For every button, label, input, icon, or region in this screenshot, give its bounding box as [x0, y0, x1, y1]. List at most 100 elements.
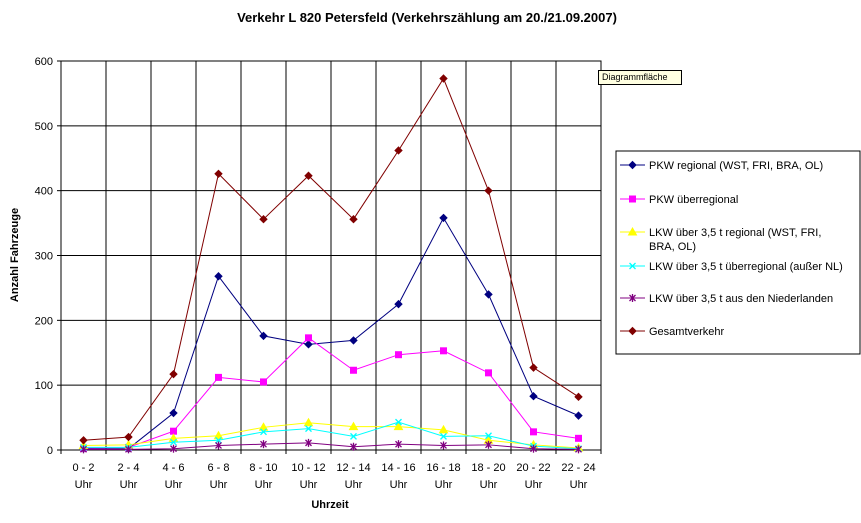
data-point[interactable]: [484, 290, 493, 299]
data-point[interactable]: [484, 186, 493, 195]
data-point[interactable]: [395, 351, 402, 359]
data-point[interactable]: [260, 428, 267, 436]
data-point[interactable]: [305, 438, 312, 447]
legend-swatch-marker[interactable]: [629, 195, 636, 203]
legend-swatch-marker[interactable]: [629, 294, 636, 302]
data-point[interactable]: [215, 373, 222, 381]
data-point[interactable]: [439, 213, 448, 223]
series-5[interactable]: [80, 438, 582, 454]
legend-swatch-marker[interactable]: [628, 160, 637, 170]
data-point[interactable]: [350, 442, 357, 451]
x-tick-label: Uhr: [255, 479, 273, 491]
data-point[interactable]: [440, 347, 447, 355]
data-point[interactable]: [124, 432, 133, 442]
data-point[interactable]: [529, 391, 538, 401]
series-line[interactable]: [83, 421, 579, 450]
data-point[interactable]: [259, 331, 268, 341]
data-point[interactable]: [395, 418, 402, 426]
marker-stroke: [629, 262, 636, 270]
data-point[interactable]: [485, 369, 492, 377]
chart-title: Verkehr L 820 Petersfeld (Verkehrszählun…: [237, 10, 617, 25]
data-point[interactable]: [79, 436, 88, 445]
data-point[interactable]: [214, 272, 223, 281]
legend-swatch-marker[interactable]: [627, 226, 638, 236]
data-point[interactable]: [215, 436, 222, 444]
data-point[interactable]: [529, 363, 538, 372]
legend-entry[interactable]: LKW über 3,5 t überregional (außer NL): [620, 261, 843, 273]
legend-entry[interactable]: LKW über 3,5 t regional (WST, FRI, BRA, O…: [620, 226, 821, 253]
data-point[interactable]: [80, 445, 87, 454]
data-point[interactable]: [350, 366, 357, 374]
data-point[interactable]: [170, 427, 177, 435]
legend-label: Gesamtverkehr: [649, 326, 725, 338]
data-point[interactable]: [170, 438, 177, 446]
data-point[interactable]: [530, 444, 537, 453]
data-point[interactable]: [485, 432, 492, 440]
x-axis-title: Uhrzeit: [311, 499, 349, 511]
legend-entry[interactable]: LKW über 3,5 t aus den Niederlanden: [620, 293, 833, 305]
data-point[interactable]: [575, 434, 582, 442]
x-tick-label: Uhr: [75, 479, 93, 491]
data-point[interactable]: [393, 421, 404, 431]
data-point[interactable]: [304, 340, 313, 349]
y-axis-title: Anzahl Fahrzeuge: [9, 208, 21, 302]
data-point[interactable]: [215, 441, 222, 450]
data-point[interactable]: [125, 445, 132, 454]
data-point[interactable]: [575, 445, 582, 454]
data-point[interactable]: [260, 378, 267, 386]
marker-stroke: [350, 432, 357, 440]
x-tick-label: Uhr: [570, 479, 588, 491]
data-point[interactable]: [574, 392, 583, 402]
data-point[interactable]: [395, 440, 402, 449]
y-tick-label: 200: [35, 315, 53, 327]
data-point[interactable]: [303, 417, 314, 427]
legend-swatch-marker[interactable]: [629, 262, 636, 270]
legend-label: LKW über 3,5 t aus den Niederlanden: [649, 293, 833, 305]
data-point[interactable]: [169, 369, 178, 379]
series-line[interactable]: [83, 216, 579, 450]
data-point[interactable]: [394, 299, 403, 309]
legend-entry[interactable]: PKW überregional: [620, 194, 738, 206]
y-tick-label: 300: [35, 251, 53, 263]
data-point[interactable]: [440, 441, 447, 450]
data-point[interactable]: [438, 424, 449, 434]
legend-entry[interactable]: Gesamtverkehr: [620, 326, 725, 338]
legend-swatch-marker[interactable]: [628, 326, 637, 336]
series-6[interactable]: [79, 74, 583, 445]
series-line[interactable]: [83, 422, 579, 449]
data-point[interactable]: [348, 421, 359, 431]
data-point[interactable]: [349, 336, 358, 345]
data-point[interactable]: [260, 440, 267, 449]
data-point[interactable]: [258, 422, 269, 431]
data-point[interactable]: [170, 444, 177, 453]
data-point[interactable]: [530, 428, 537, 436]
data-point[interactable]: [440, 432, 447, 440]
data-point[interactable]: [439, 74, 448, 83]
marker-stroke: [440, 432, 447, 440]
x-tick-label: Uhr: [300, 479, 318, 491]
series-line[interactable]: [83, 77, 579, 441]
legend-entry[interactable]: PKW regional (WST, FRI, BRA, OL): [620, 160, 823, 172]
data-point[interactable]: [305, 425, 312, 433]
data-point[interactable]: [349, 214, 358, 224]
data-point[interactable]: [304, 171, 313, 180]
data-point[interactable]: [214, 169, 223, 179]
data-point[interactable]: [394, 146, 403, 155]
x-tick-label: 4 - 6: [162, 462, 184, 474]
y-tick-label: 600: [35, 56, 53, 68]
legend[interactable]: PKW regional (WST, FRI, BRA, OL) PKW über…: [615, 150, 861, 355]
data-point[interactable]: [485, 440, 492, 449]
data-point[interactable]: [213, 430, 224, 440]
data-point[interactable]: [259, 214, 268, 224]
data-point[interactable]: [169, 408, 178, 418]
data-point[interactable]: [305, 334, 312, 342]
x-tick-label: 12 - 14: [336, 462, 370, 474]
series-line[interactable]: [83, 442, 579, 450]
legend-box: [615, 150, 861, 355]
data-point[interactable]: [574, 411, 583, 420]
data-point[interactable]: [350, 432, 357, 440]
marker-stroke: [395, 418, 402, 426]
series-line[interactable]: [83, 337, 579, 449]
